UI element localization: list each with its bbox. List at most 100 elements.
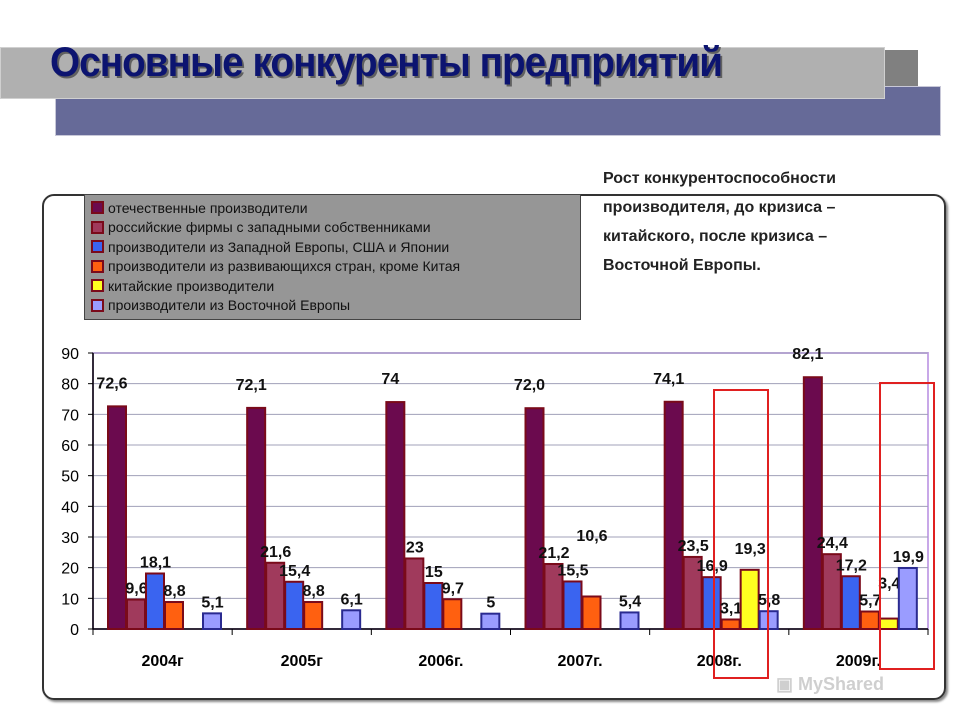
data-label: 3,4 — [878, 576, 900, 593]
highlight-box — [713, 389, 769, 679]
bar — [562, 580, 583, 631]
highlight-box — [879, 382, 935, 670]
y-tick-label: 10 — [61, 591, 79, 608]
legend-item: отечественные производители — [85, 198, 580, 218]
data-label: 5,1 — [201, 594, 223, 611]
y-tick-label: 30 — [61, 530, 79, 547]
x-tick-label: 2009г. — [836, 653, 881, 670]
bar — [284, 580, 305, 630]
legend-label: производители из развивающихся стран, кр… — [108, 258, 461, 275]
bar — [202, 612, 222, 630]
legend-item: производители из развивающихся стран, кр… — [85, 257, 580, 277]
bar — [619, 611, 640, 631]
y-tick-label: 0 — [70, 622, 79, 639]
bar — [739, 568, 760, 631]
data-label: 18,1 — [140, 554, 171, 571]
x-tick-label: 2006г. — [418, 653, 463, 670]
legend-swatch — [91, 259, 104, 273]
chart-note: Рост конкурентоспособности производителя… — [603, 170, 836, 274]
data-label: 72,1 — [236, 377, 267, 394]
bar — [878, 617, 899, 630]
bar — [404, 557, 425, 631]
y-tick-label: 40 — [61, 499, 79, 516]
bar — [701, 576, 722, 631]
data-label: 74 — [381, 371, 399, 388]
bar — [107, 405, 127, 630]
bar — [303, 601, 324, 630]
data-label: 15,5 — [557, 562, 588, 579]
data-label: 72,0 — [514, 377, 545, 394]
data-label: 74,1 — [653, 371, 684, 388]
y-tick-label: 80 — [61, 377, 79, 394]
data-label: 23 — [406, 539, 424, 556]
bar — [720, 618, 741, 631]
data-label: 5 — [486, 595, 495, 612]
bar — [126, 598, 146, 630]
legend-label: российские фирмы с западными собственник… — [108, 219, 431, 236]
data-label: 5,4 — [619, 593, 641, 610]
data-label: 9,6 — [125, 581, 147, 598]
bar — [581, 595, 602, 631]
title-banner-shadow — [880, 50, 918, 86]
watermark-text: MyShared — [798, 674, 885, 694]
bar — [840, 575, 861, 631]
legend-item: производители из Восточной Европы — [85, 296, 580, 316]
page-title: Основные конкуренты предприятий — [50, 38, 723, 85]
data-label: 8,8 — [303, 583, 325, 600]
title-banner — [0, 47, 885, 99]
bar — [385, 401, 406, 631]
x-tick-label: 2005г — [281, 653, 324, 670]
legend-item: российские фирмы с западными собственник… — [85, 218, 580, 238]
data-label: 5,7 — [859, 593, 881, 610]
legend-label: производители из Восточной Европы — [108, 297, 351, 314]
legend-item: китайские производители — [85, 276, 580, 296]
data-label: 6,1 — [341, 591, 363, 608]
data-label: 21,6 — [260, 544, 291, 561]
y-tick-label: 60 — [61, 438, 79, 455]
data-label: 19,9 — [893, 549, 924, 566]
data-label: 19,3 — [735, 541, 766, 558]
plot-area — [92, 352, 929, 630]
legend-swatch — [91, 201, 104, 215]
data-label: 15 — [425, 564, 443, 581]
bar — [442, 598, 463, 631]
data-label: 16,9 — [697, 558, 728, 575]
bar — [897, 566, 918, 630]
x-tick-label: 2004г — [141, 653, 184, 670]
legend-swatch — [91, 220, 104, 234]
bar — [246, 406, 267, 631]
bar — [663, 400, 684, 631]
legend-label: производители из Западной Европы, США и … — [108, 238, 450, 255]
bar — [145, 572, 165, 631]
bar — [524, 407, 545, 631]
y-tick-label: 70 — [61, 407, 79, 424]
data-label: 24,4 — [817, 535, 848, 552]
bar — [802, 376, 823, 630]
chart-legend: отечественные производители российские фи… — [84, 194, 581, 320]
bar — [859, 610, 880, 631]
legend-swatch — [91, 298, 104, 312]
x-tick-label: 2007г. — [558, 653, 603, 670]
bar — [341, 609, 362, 631]
data-label: 3,1 — [720, 600, 742, 617]
data-label: 23,5 — [678, 538, 709, 555]
bar — [480, 612, 501, 631]
data-label: 21,2 — [538, 545, 569, 562]
legend-swatch — [91, 240, 104, 254]
legend-label: отечественные производители — [108, 199, 308, 216]
data-label: 72,6 — [96, 375, 127, 392]
y-tick-label: 20 — [61, 561, 79, 578]
data-label: 82,1 — [792, 346, 823, 363]
legend-label: китайские производители — [108, 277, 275, 294]
data-label: 17,2 — [836, 557, 867, 574]
y-tick-label: 50 — [61, 469, 79, 486]
y-tick-label: 90 — [61, 346, 79, 363]
data-label: 5,8 — [758, 592, 780, 609]
data-label: 10,6 — [576, 528, 607, 545]
watermark-logo: ▣ MyShared — [776, 674, 885, 694]
data-label: 8,8 — [163, 583, 185, 600]
legend-swatch — [91, 279, 104, 293]
bar — [164, 601, 184, 630]
x-tick-label: 2008г. — [697, 653, 742, 670]
